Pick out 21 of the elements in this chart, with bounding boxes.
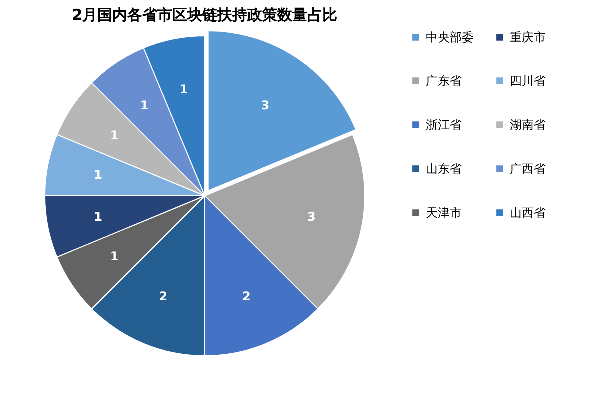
legend-label: 四川省 [510, 74, 546, 88]
data-label: 3 [308, 210, 316, 224]
data-label: 2 [159, 290, 168, 304]
legend-label: 浙江省 [426, 118, 462, 132]
legend-label: 湖南省 [510, 118, 546, 132]
data-label: 1 [140, 98, 149, 113]
legend-label: 重庆市 [510, 30, 546, 44]
chart-title: 2月国内各省市区块链扶持政策数量占比 [72, 6, 338, 24]
legend-label: 山东省 [426, 162, 462, 176]
data-label: 1 [110, 249, 119, 264]
data-label: 2 [242, 290, 251, 304]
legend-label: 中央部委 [426, 30, 474, 44]
data-label: 1 [180, 82, 188, 96]
data-label: 3 [261, 98, 270, 113]
legend-label: 广东省 [426, 74, 462, 88]
data-label: 1 [94, 210, 102, 224]
data-label: 1 [94, 168, 102, 182]
legend-label: 广西省 [510, 162, 546, 176]
legend-label: 山西省 [510, 206, 546, 220]
legend-label: 天津市 [426, 206, 462, 220]
data-label: 1 [110, 128, 119, 143]
